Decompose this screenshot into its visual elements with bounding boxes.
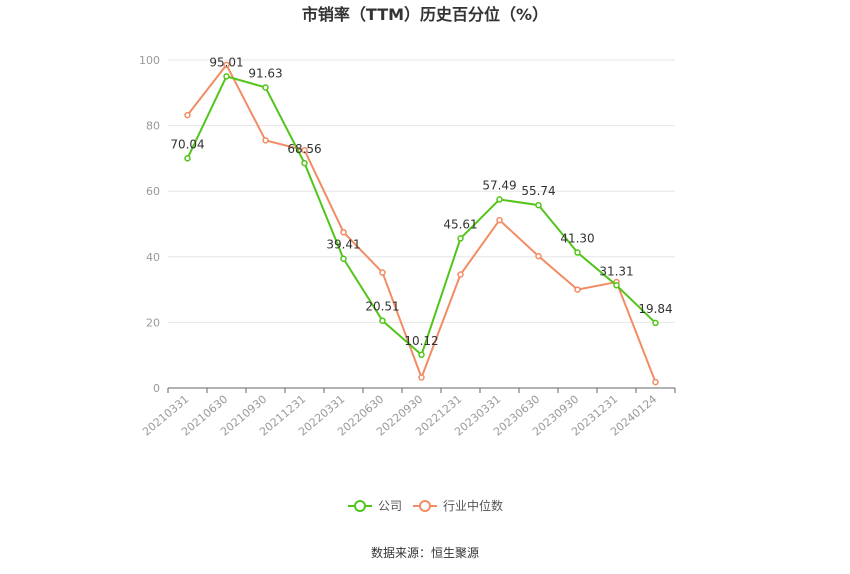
data-point-0[interactable] xyxy=(184,155,191,162)
y-tick-label: 0 xyxy=(153,382,160,395)
data-labels: 70.04 95.01 91.63 68.56 39.41 20.51 10.12 45.61… xyxy=(170,55,672,347)
data-label: 31.31 xyxy=(599,264,633,278)
data-point-1[interactable] xyxy=(496,216,503,224)
data-label: 91.63 xyxy=(248,66,282,80)
data-point-0[interactable] xyxy=(223,73,230,80)
y-tick-label: 20 xyxy=(146,316,160,329)
data-label: 20.51 xyxy=(365,300,399,314)
data-point-0[interactable] xyxy=(262,84,269,91)
x-axis: 2021033120210630202109302021123120220331… xyxy=(140,387,676,439)
data-label: 57.49 xyxy=(482,178,516,192)
data-label: 70.04 xyxy=(170,137,204,151)
legend[interactable]: 公司 行业中位数 xyxy=(348,498,503,513)
legend-company-marker xyxy=(354,500,366,512)
series-layer xyxy=(184,61,659,386)
y-axis: 0 20 40 60 80 100 xyxy=(139,54,160,395)
data-point-0[interactable] xyxy=(496,196,503,203)
chart-title: 市销率（TTM）历史百分位（%） xyxy=(302,5,548,24)
legend-industry-marker xyxy=(419,500,431,512)
y-tick-label: 60 xyxy=(146,185,160,198)
data-label: 68.56 xyxy=(287,142,321,156)
data-point-1[interactable] xyxy=(184,111,191,119)
data-point-1[interactable] xyxy=(262,137,269,144)
data-point-0[interactable] xyxy=(301,159,308,167)
data-point-0[interactable] xyxy=(613,282,620,289)
data-label: 41.30 xyxy=(560,232,594,246)
data-label: 10.12 xyxy=(404,334,438,348)
data-point-0[interactable] xyxy=(340,255,347,262)
data-point-1[interactable] xyxy=(652,378,659,386)
legend-item-industry-median[interactable]: 行业中位数 xyxy=(413,498,503,513)
legend-item-company[interactable]: 公司 xyxy=(348,499,402,513)
source-note: 数据来源：恒生聚源 xyxy=(371,545,479,560)
data-point-1[interactable] xyxy=(340,228,347,236)
data-point-1[interactable] xyxy=(574,286,581,293)
data-point-0[interactable] xyxy=(652,319,659,327)
y-tick-label: 100 xyxy=(139,54,160,67)
data-point-0[interactable] xyxy=(574,249,581,256)
data-point-1[interactable] xyxy=(457,271,464,278)
data-label: 45.61 xyxy=(443,217,477,231)
y-tick-label: 80 xyxy=(146,120,160,133)
data-point-0[interactable] xyxy=(457,235,464,242)
data-point-1[interactable] xyxy=(535,252,542,260)
y-tick-label: 40 xyxy=(146,251,160,264)
data-label: 19.84 xyxy=(638,302,672,316)
data-point-1[interactable] xyxy=(301,146,308,154)
data-point-0[interactable] xyxy=(379,317,386,324)
series-line-0 xyxy=(186,75,657,356)
data-point-1[interactable] xyxy=(223,61,230,69)
data-label: 95.01 xyxy=(209,55,243,69)
data-label: 55.74 xyxy=(521,184,555,198)
data-point-1[interactable] xyxy=(418,374,425,381)
grid xyxy=(168,59,675,323)
legend-industry-label: 行业中位数 xyxy=(443,498,503,513)
data-point-0[interactable] xyxy=(418,351,425,359)
data-label: 39.41 xyxy=(326,238,360,252)
data-point-1[interactable] xyxy=(379,269,386,276)
data-point-0[interactable] xyxy=(535,201,542,209)
legend-company-label: 公司 xyxy=(378,499,402,513)
